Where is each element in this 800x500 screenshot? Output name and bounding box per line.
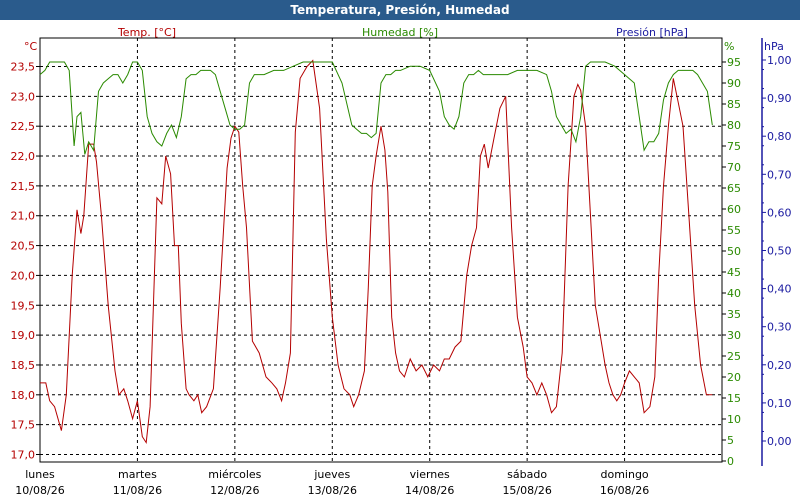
- x-tick-weekday: miércoles: [208, 468, 261, 481]
- pres-tick-label: 0,70: [767, 168, 792, 181]
- temp-tick-label: 21,5: [11, 180, 36, 193]
- x-tick-date: 15/08/26: [502, 484, 551, 497]
- temp-tick-label: 18,5: [11, 359, 36, 372]
- temp-tick-label: 17,5: [11, 419, 36, 432]
- series-line-hum: [39, 61, 713, 155]
- pres-tick-label: 0,20: [767, 359, 792, 372]
- temp-tick-label: 23,5: [11, 61, 36, 74]
- temp-tick-label: 20,5: [11, 240, 36, 253]
- hum-tick-label: 70: [727, 161, 741, 174]
- temp-tick-label: 20,0: [11, 269, 36, 282]
- pres-tick-label: 0,10: [767, 397, 792, 410]
- x-tick-weekday: jueves: [313, 468, 350, 481]
- pres-tick-label: 1,00: [767, 54, 792, 67]
- pres-tick-label: 0,60: [767, 206, 792, 219]
- x-tick-date: 13/08/26: [308, 484, 357, 497]
- hum-tick-label: 75: [727, 140, 741, 153]
- hum-tick-label: 50: [727, 245, 741, 258]
- hum-tick-label: 80: [727, 119, 741, 132]
- hum-tick-label: 45: [727, 266, 741, 279]
- hum-tick-label: 85: [727, 98, 741, 111]
- hum-tick-label: 25: [727, 350, 741, 363]
- hum-tick-label: 40: [727, 287, 741, 300]
- x-tick-date: 16/08/26: [600, 484, 649, 497]
- x-tick-date: 10/08/26: [15, 484, 64, 497]
- chart-title: Temperatura, Presión, Humedad: [0, 0, 800, 20]
- temp-tick-label: 18,0: [11, 389, 36, 402]
- pres-axis-title: Presión [hPa]: [616, 26, 688, 39]
- pres-unit-label: hPa: [764, 40, 784, 53]
- x-tick-weekday: domingo: [600, 468, 648, 481]
- hum-tick-label: 0: [727, 455, 734, 468]
- hum-tick-label: 15: [727, 392, 741, 405]
- x-tick-date: 11/08/26: [113, 484, 162, 497]
- x-tick-weekday: sábado: [507, 468, 547, 481]
- hum-tick-label: 60: [727, 203, 741, 216]
- labels: 17,0 17,5 18,0 18,5 19,0 19,5 20,0 20,5 21,0 21,5…: [11, 26, 792, 497]
- series-layer: [39, 59, 713, 445]
- hum-tick-label: 5: [727, 434, 734, 447]
- x-tick-weekday: martes: [118, 468, 157, 481]
- temp-axis-title: Temp. [°C]: [117, 26, 176, 39]
- hum-unit-label: %: [724, 40, 734, 53]
- pres-tick-label: 0,50: [767, 245, 792, 258]
- x-tick-date: 14/08/26: [405, 484, 454, 497]
- temp-tick-label: 22,0: [11, 150, 36, 163]
- x-tick-weekday: viernes: [410, 468, 450, 481]
- x-tick-weekday: lunes: [25, 468, 55, 481]
- temp-tick-label: 19,0: [11, 329, 36, 342]
- chart-canvas: 17,0 17,5 18,0 18,5 19,0 19,5 20,0 20,5 21,0 21,5…: [11, 26, 792, 497]
- hum-tick-label: 30: [727, 329, 741, 342]
- temp-tick-label: 23,0: [11, 90, 36, 103]
- temp-tick-label: 17,0: [11, 449, 36, 462]
- temp-unit-label: °C: [24, 40, 38, 53]
- hum-tick-label: 35: [727, 308, 741, 321]
- hum-tick-label: 10: [727, 413, 741, 426]
- hum-tick-label: 95: [727, 56, 741, 69]
- temp-tick-label: 22,5: [11, 120, 36, 133]
- pres-tick-label: 0,90: [767, 92, 792, 105]
- pres-tick-label: 0,40: [767, 283, 792, 296]
- temp-tick-label: 19,5: [11, 299, 36, 312]
- plot-frame: [39, 37, 723, 463]
- pres-tick-label: 0,00: [767, 435, 792, 448]
- hum-tick-label: 20: [727, 371, 741, 384]
- hum-tick-label: 65: [727, 182, 741, 195]
- series-line-temp: [40, 59, 713, 445]
- grid: [40, 38, 722, 462]
- hum-tick-label: 55: [727, 224, 741, 237]
- hum-tick-label: 90: [727, 77, 741, 90]
- pres-tick-label: 0,30: [767, 321, 792, 334]
- axes: [36, 37, 766, 466]
- x-tick-date: 12/08/26: [210, 484, 259, 497]
- hum-axis-title: Humedad [%]: [362, 26, 438, 39]
- pres-tick-label: 0,80: [767, 130, 792, 143]
- temp-tick-label: 21,0: [11, 210, 36, 223]
